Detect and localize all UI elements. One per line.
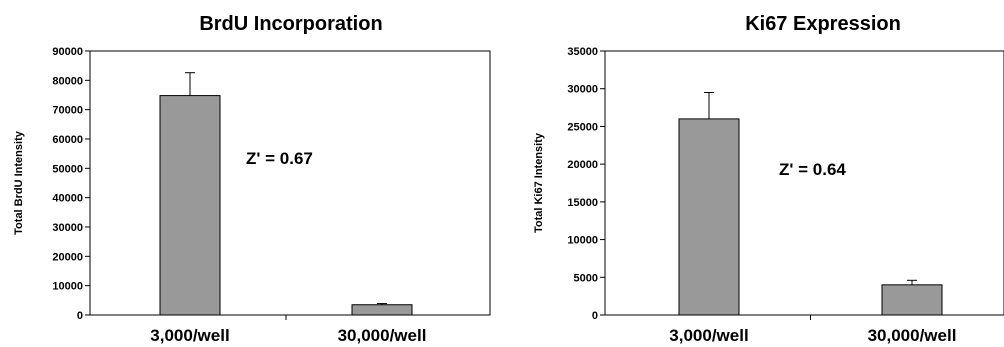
brdu-y-tick-label: 0 <box>77 310 83 322</box>
brdu-title: BrdU Incorporation <box>199 13 382 35</box>
ki67-category-label: 3,000/well <box>669 326 748 345</box>
ki67-y-tick-label: 25000 <box>567 121 598 133</box>
brdu-y-tick-label: 10000 <box>52 281 83 293</box>
ki67-y-tick-label: 0 <box>592 310 598 322</box>
brdu-plot-frame <box>89 50 491 316</box>
ki67-category-label: 30,000/well <box>868 326 957 345</box>
ki67-title: Ki67 Expression <box>745 13 901 35</box>
brdu-bar <box>159 95 221 316</box>
ki67-y-tick-label: 35000 <box>567 46 598 58</box>
ki67-y-tick-label: 30000 <box>567 84 598 96</box>
brdu-y-axis-label: Total BrdU Intensity <box>13 130 25 235</box>
brdu-y-tick-label: 80000 <box>52 75 83 87</box>
ki67-bar <box>678 118 740 316</box>
brdu-category-label: 3,000/well <box>150 326 229 345</box>
brdu-y-tick-label: 60000 <box>52 134 83 146</box>
ki67-y-axis-label: Total Ki67 Intensity <box>533 132 545 233</box>
brdu-y-tick-label: 20000 <box>52 251 83 263</box>
brdu-y-tick-label: 40000 <box>52 193 83 205</box>
brdu-y-tick-label: 90000 <box>52 46 83 58</box>
ki67-y-tick-label: 20000 <box>567 159 598 171</box>
ki67-y-tick-label: 15000 <box>567 197 598 209</box>
brdu-z-prime-annotation: Z' = 0.67 <box>246 149 313 168</box>
brdu-y-tick-label: 50000 <box>52 163 83 175</box>
ki67-bar <box>881 284 943 316</box>
ki67-plot-frame <box>604 50 1004 316</box>
brdu-y-tick-label: 30000 <box>52 222 83 234</box>
ki67-y-tick-label: 5000 <box>574 272 598 284</box>
ki67-y-tick-label: 10000 <box>567 235 598 247</box>
brdu-category-label: 30,000/well <box>338 326 427 345</box>
ki67-z-prime-annotation: Z' = 0.64 <box>779 160 846 179</box>
brdu-y-tick-label: 70000 <box>52 105 83 117</box>
